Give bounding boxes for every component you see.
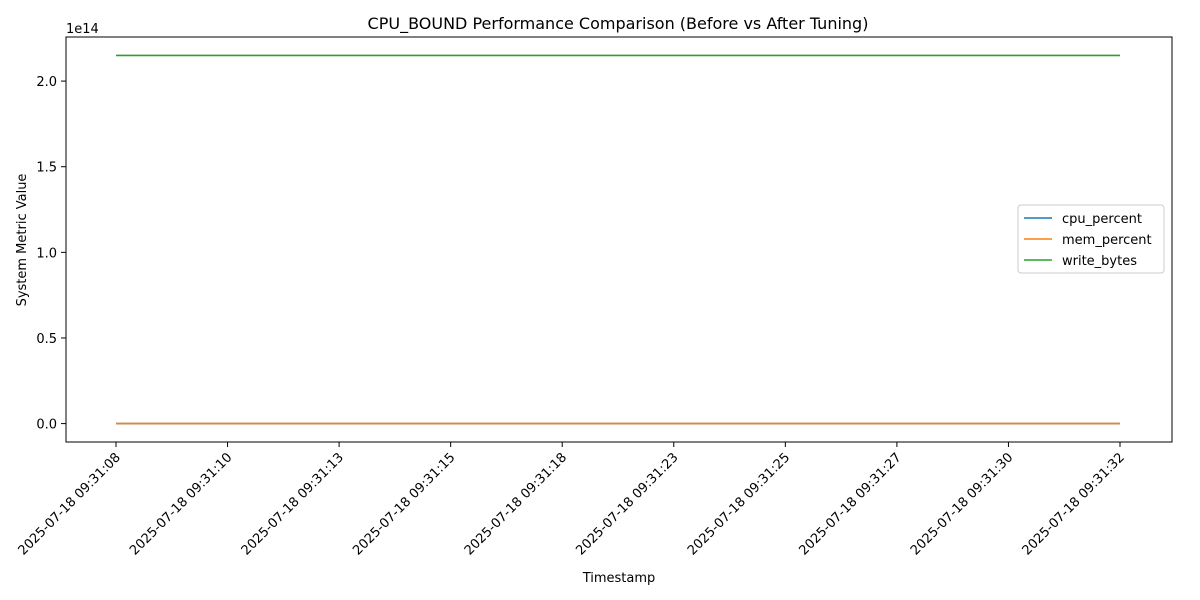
x-tick-label: 2025-07-18 09:31:10 <box>127 450 235 558</box>
x-axis-title: Timestamp <box>582 571 656 586</box>
legend-label: cpu_percent <box>1062 212 1142 227</box>
y-tick-label: 0.0 <box>36 418 57 433</box>
legend-label: write_bytes <box>1062 254 1137 269</box>
y-tick-label: 0.5 <box>36 332 57 347</box>
x-tick-label: 2025-07-18 09:31:23 <box>573 450 681 558</box>
x-tick-label: 2025-07-18 09:31:15 <box>350 450 458 558</box>
y-tick-label: 1.0 <box>36 246 57 261</box>
x-tick-label: 2025-07-18 09:31:32 <box>1020 450 1128 558</box>
x-tick-label: 2025-07-18 09:31:30 <box>908 450 1016 558</box>
x-tick-label: 2025-07-18 09:31:13 <box>239 450 347 558</box>
x-tick-label: 2025-07-18 09:31:18 <box>462 450 570 558</box>
y-tick-label: 2.0 <box>36 75 57 90</box>
x-tick-label: 2025-07-18 09:31:25 <box>685 450 793 558</box>
legend-box <box>1017 204 1165 274</box>
y-axis-title: System Metric Value <box>15 174 30 307</box>
x-tick-label: 2025-07-18 09:31:27 <box>796 450 904 558</box>
y-offset-label: 1e14 <box>66 22 99 37</box>
x-axis: 2025-07-18 09:31:08 2025-07-18 09:31:10 20… <box>16 442 1128 558</box>
legend-label: mem_percent <box>1062 233 1152 248</box>
plot-frame <box>65 36 1173 443</box>
y-tick-label: 1.5 <box>36 161 57 176</box>
y-axis: 0.0 0.5 1.0 1.5 2.0 <box>36 75 66 433</box>
chart-title: CPU_BOUND Performance Comparison (Before… <box>368 14 869 34</box>
legend: cpu_percent mem_percent write_bytes <box>1017 204 1165 274</box>
plot-area <box>116 54 1120 425</box>
x-tick-label: 2025-07-18 09:31:08 <box>16 450 124 558</box>
